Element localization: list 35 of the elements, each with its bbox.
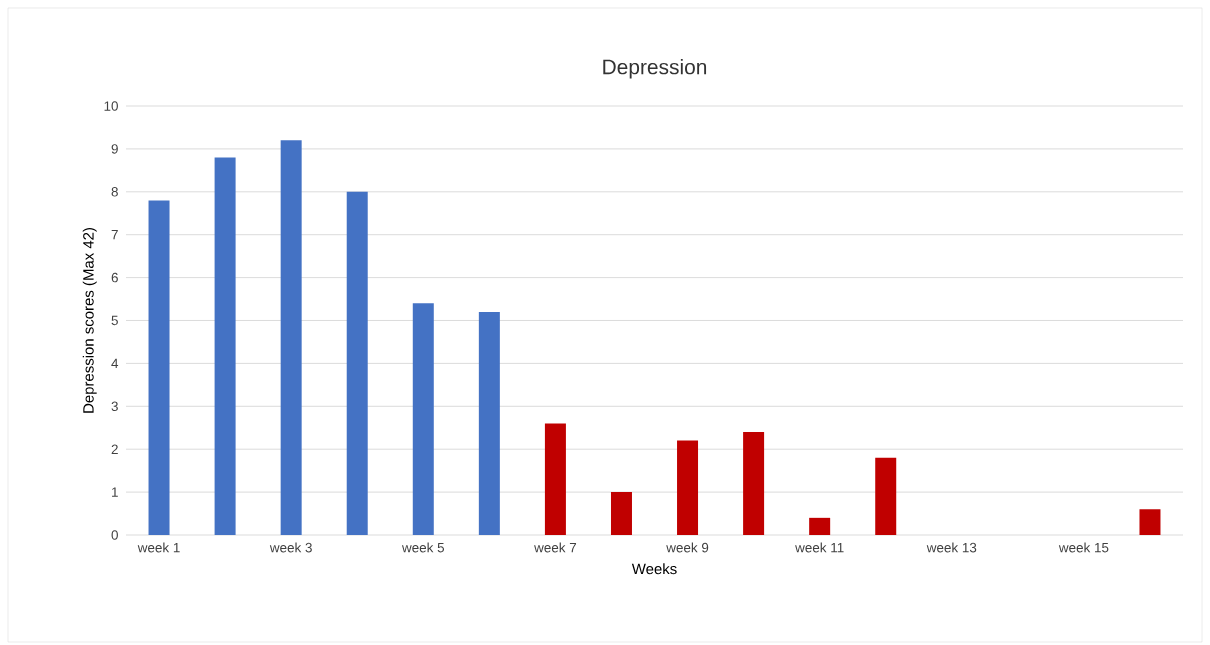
y-axis-title: Depression scores (Max 42)	[82, 228, 97, 413]
bar	[346, 191, 368, 535]
bar	[809, 517, 831, 535]
y-tick-label: 2	[111, 444, 118, 454]
bar	[544, 423, 566, 535]
x-tick-label: week 15	[1058, 542, 1109, 553]
y-tick-label: 10	[104, 101, 118, 111]
y-tick-label: 5	[111, 315, 118, 326]
y-tick-label: 7	[111, 230, 118, 240]
y-tick-label: 4	[111, 358, 119, 369]
bar	[875, 457, 897, 535]
x-tick-label: week 1	[137, 542, 180, 553]
y-tick-label: 0	[111, 530, 118, 540]
bar	[1139, 509, 1161, 535]
bar	[214, 157, 236, 535]
y-tick-label: 1	[112, 487, 118, 497]
y-tick-label: 6	[111, 272, 118, 283]
bar	[280, 140, 302, 535]
bar	[743, 432, 765, 535]
bar	[610, 492, 632, 535]
x-tick-label: week 11	[795, 542, 844, 553]
bar	[478, 311, 500, 535]
bar	[677, 440, 699, 535]
x-tick-label: week 5	[401, 542, 445, 553]
y-tick-label: 8	[111, 187, 118, 197]
bar	[148, 200, 170, 535]
x-axis-title: Weeks	[631, 563, 677, 575]
x-tick-label: week 9	[666, 542, 709, 553]
x-tick-label: week 7	[534, 542, 577, 553]
x-tick-label: week 13	[926, 542, 977, 553]
y-tick-label: 9	[111, 144, 118, 154]
y-tick-label: 3	[111, 401, 118, 412]
x-tick-label: week 3	[269, 542, 312, 553]
chart-title: Depression	[603, 59, 707, 79]
bar	[412, 303, 434, 535]
